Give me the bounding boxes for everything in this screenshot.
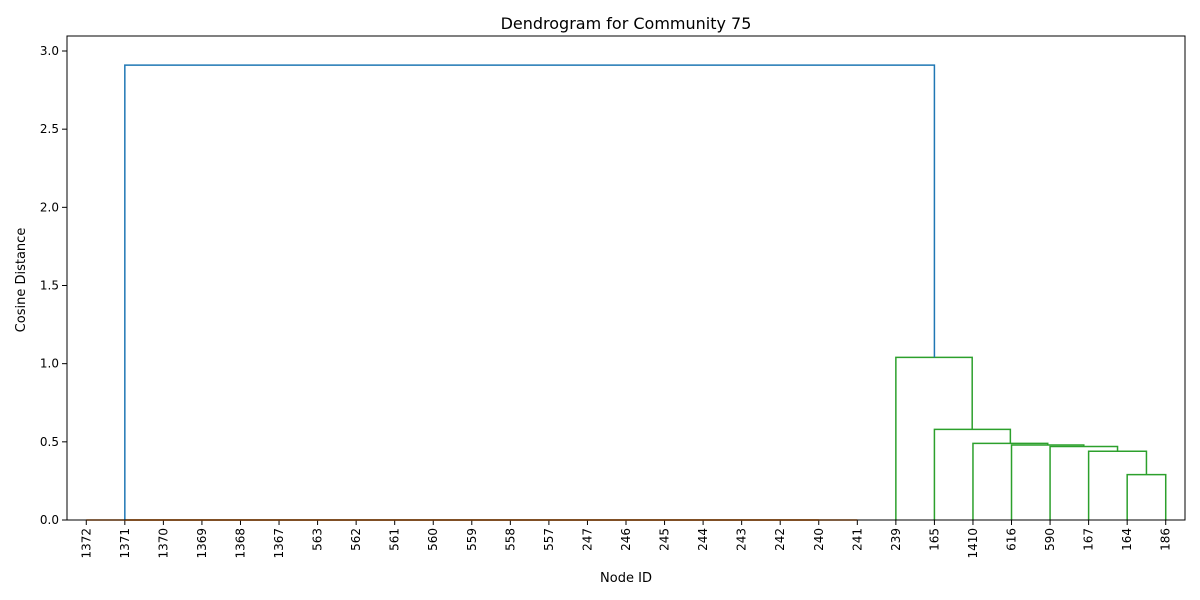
y-tick-label: 0.5 <box>40 435 59 449</box>
dendrogram-link <box>1087 450 1148 520</box>
y-tick-label: 0.0 <box>40 513 59 527</box>
leaf-label: 167 <box>1082 528 1096 551</box>
leaf-label: 241 <box>850 528 864 551</box>
y-tick-label: 1.0 <box>40 357 59 371</box>
dendrogram-link <box>1126 473 1167 520</box>
leaf-label: 557 <box>542 528 556 551</box>
leaf-label: 244 <box>696 528 710 551</box>
y-tick-label: 2.5 <box>40 122 59 136</box>
leaf-label: 165 <box>927 528 941 551</box>
leaf-label: 242 <box>773 528 787 551</box>
leaf-label: 559 <box>465 528 479 551</box>
y-axis-label: Cosine Distance <box>14 228 29 333</box>
leaf-label: 243 <box>735 528 749 551</box>
dendrogram-links <box>86 64 1167 521</box>
dendrogram-link <box>933 428 1012 520</box>
y-tick-label: 3.0 <box>40 44 59 58</box>
leaf-label: 239 <box>889 528 903 551</box>
leaf-label: 558 <box>503 528 517 551</box>
leaf-label: 1372 <box>79 528 93 559</box>
x-axis: 1372 1371 1370 1369 1368 1367 563 562 561 560 559 5… <box>79 520 1173 559</box>
leaf-label: 616 <box>1005 528 1019 551</box>
leaf-label: 560 <box>426 528 440 551</box>
leaf-label: 1410 <box>966 528 980 559</box>
dendrogram-link <box>124 64 936 520</box>
y-axis: 0.0 0.5 1.0 1.5 2.0 2.5 3.0 <box>40 44 67 527</box>
y-tick-label: 1.5 <box>40 279 59 293</box>
y-tick-label: 2.0 <box>40 200 59 214</box>
leaf-label: 563 <box>311 528 325 551</box>
leaf-label: 240 <box>812 528 826 551</box>
leaf-label: 186 <box>1159 528 1173 551</box>
plot-frame <box>66 35 1186 521</box>
dendrogram-link <box>1010 444 1085 520</box>
leaf-label: 561 <box>388 528 402 551</box>
leaf-label: 1370 <box>156 528 170 559</box>
leaf-label: 1368 <box>233 528 247 559</box>
chart-title: Dendrogram for Community 75 <box>501 14 752 33</box>
leaf-label: 562 <box>349 528 363 551</box>
leaf-label: 590 <box>1043 528 1057 551</box>
leaf-label: 247 <box>580 528 594 551</box>
leaf-label: 246 <box>619 528 633 551</box>
dendrogram-link <box>972 442 1049 520</box>
leaf-label: 1369 <box>195 528 209 559</box>
leaf-label: 164 <box>1120 528 1134 551</box>
leaf-label: 1367 <box>272 528 286 559</box>
x-axis-label: Node ID <box>600 571 652 586</box>
dendrogram-link <box>1049 445 1119 520</box>
leaf-label: 245 <box>658 528 672 551</box>
leaf-label: 1371 <box>118 528 132 559</box>
